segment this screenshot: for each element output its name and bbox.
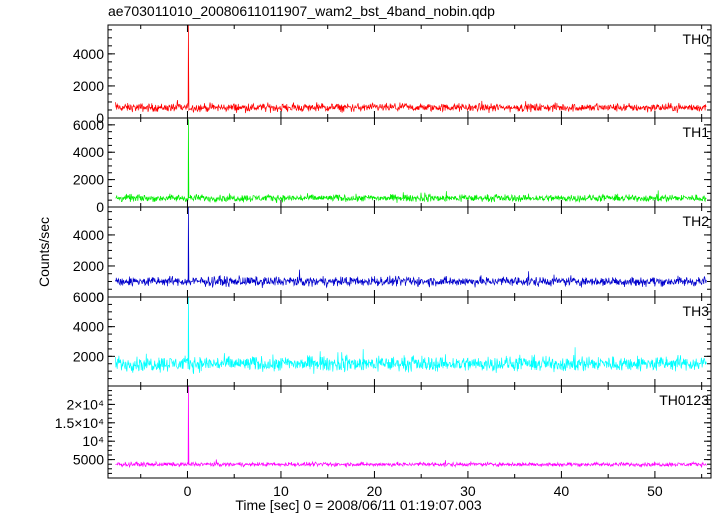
- panel-frame-th0: [107, 24, 712, 119]
- y-tick-label: 5000: [73, 452, 104, 468]
- x-tick-label: 0: [184, 483, 192, 499]
- y-tick-label: 4000: [73, 319, 104, 335]
- y-tick-label: 0: [96, 110, 104, 126]
- x-tick-label: 50: [647, 483, 663, 499]
- x-tick-label: 10: [273, 483, 289, 499]
- panel-label-th0: TH0: [683, 31, 710, 47]
- panel-label-th1: TH1: [683, 124, 710, 140]
- y-tick-label: 4000: [73, 227, 104, 243]
- y-tick-label: 6000: [73, 117, 104, 133]
- y-tick-label: 2000: [73, 78, 104, 94]
- y-tick-label: 2000: [73, 348, 104, 364]
- panel-label-th0123: TH0123: [659, 392, 709, 408]
- series-line-th1: [115, 119, 707, 204]
- y-tick-label: 10⁴: [82, 433, 104, 449]
- y-tick-label: 2×10⁴: [66, 396, 104, 412]
- series-line-th0: [115, 24, 707, 114]
- y-tick-label: 4000: [73, 46, 104, 62]
- panel-frame-th2: [107, 206, 712, 298]
- y-tick-label: 6000: [73, 289, 104, 305]
- series-line-th2: [115, 206, 707, 289]
- x-tick-label: 30: [460, 483, 476, 499]
- panel-frame-th3: [107, 296, 712, 387]
- chart-title: ae703011010_20080611011907_wam2_bst_4ban…: [108, 3, 495, 19]
- y-tick-label: 0: [96, 289, 104, 305]
- y-tick-label: 1.5×10⁴: [55, 415, 104, 431]
- y-tick-label: 4000: [73, 144, 104, 160]
- series-line-th3: [115, 296, 707, 374]
- x-axis-label: Time [sec] 0 = 2008/06/11 01:19:07.003: [235, 497, 482, 513]
- x-tick-label: 20: [367, 483, 383, 499]
- x-tick-label: 40: [554, 483, 570, 499]
- panel-frame-th1: [107, 117, 712, 208]
- y-tick-label: 2000: [73, 172, 104, 188]
- series-line-th0123: [115, 385, 707, 469]
- panel-label-th3: TH3: [683, 303, 710, 319]
- y-axis-label: Counts/sec: [36, 216, 52, 288]
- y-tick-label: 2000: [73, 258, 104, 274]
- panel-label-th2: TH2: [683, 213, 710, 229]
- y-tick-label: 0: [96, 199, 104, 215]
